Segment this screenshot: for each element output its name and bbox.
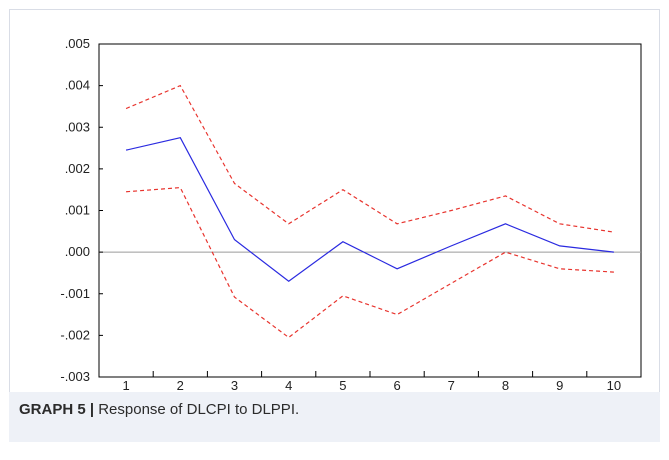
caption-text: Response of DLCPI to DLPPI. — [98, 401, 299, 418]
figure-caption: GRAPH 5 | Response of DLCPI to DLPPI. — [19, 401, 299, 418]
y-tick-label: .003 — [65, 119, 90, 134]
x-tick-label: 2 — [177, 378, 184, 393]
y-tick-label: -.001 — [60, 286, 90, 301]
line-chart: .005.004.003.002.001.000-.001-.002-.003 … — [10, 10, 659, 393]
x-tick-label: 1 — [122, 378, 129, 393]
chart-area: .005.004.003.002.001.000-.001-.002-.003 … — [9, 9, 660, 392]
x-tick-label: 7 — [448, 378, 455, 393]
y-tick-label: .005 — [65, 36, 90, 51]
caption-label: GRAPH 5 | — [19, 401, 94, 418]
x-tick-label: 10 — [607, 378, 621, 393]
x-tick-label: 6 — [393, 378, 400, 393]
y-tick-label: .002 — [65, 161, 90, 176]
y-tick-label: .000 — [65, 244, 90, 259]
x-tick-label: 4 — [285, 378, 292, 393]
y-tick-label: -.002 — [60, 327, 90, 342]
x-tick-label: 9 — [556, 378, 563, 393]
y-tick-label: .001 — [65, 203, 90, 218]
confidence-band-line — [126, 86, 614, 233]
plot-frame — [99, 44, 641, 377]
y-tick-label: .004 — [65, 78, 90, 93]
confidence-band-line — [126, 188, 614, 338]
response-line — [126, 138, 614, 282]
x-tick-label: 3 — [231, 378, 238, 393]
x-tick-label: 8 — [502, 378, 509, 393]
y-tick-label: -.003 — [60, 369, 90, 384]
x-tick-label: 5 — [339, 378, 346, 393]
figure: .005.004.003.002.001.000-.001-.002-.003 … — [9, 9, 660, 442]
